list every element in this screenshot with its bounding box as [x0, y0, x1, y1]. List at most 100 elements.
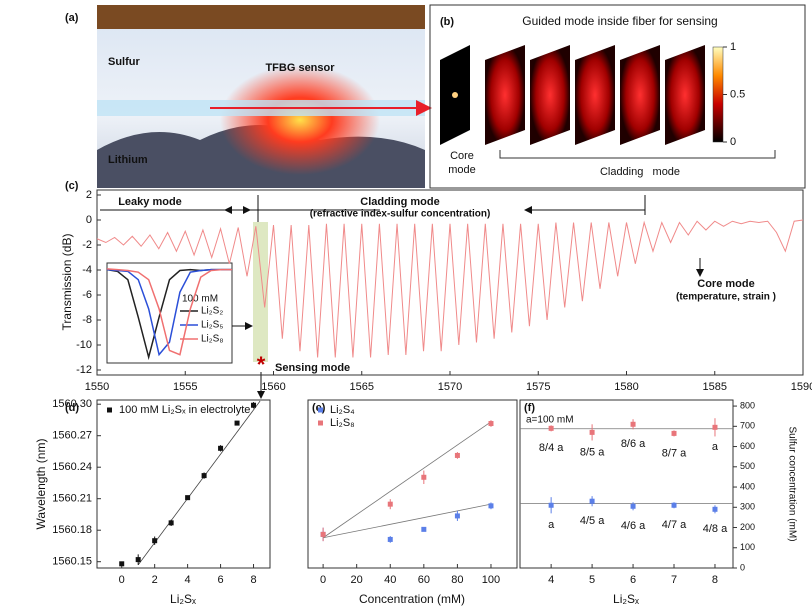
x-tick-label: 1590: [791, 381, 812, 393]
title: Guided mode inside fiber for sensing: [522, 14, 717, 28]
y-tick-label: 1560.24: [52, 461, 92, 473]
point-label: 4/5 a: [580, 515, 605, 527]
x-axis-label: Concentration (mM): [359, 592, 465, 606]
panel-a: Sulfur TFBG sensor Lithium (a): [65, 5, 432, 188]
legend-label: Li₂S₈: [201, 334, 223, 345]
x-axis-label: Li₂Sₓ: [170, 592, 196, 606]
panel-label: (f): [524, 402, 535, 414]
mode-image: [530, 45, 570, 145]
point: [421, 526, 427, 532]
legend-swatch: [318, 420, 323, 426]
y2-tick-label: 100: [740, 542, 755, 552]
y2-axis-label: Sulfur concentration (mM): [786, 426, 797, 541]
x-tick-label: 100: [482, 574, 500, 586]
legend-swatch: [318, 407, 323, 413]
annotation: (refractive index-sulfur concentration): [310, 209, 491, 220]
x-tick-label: 40: [384, 574, 396, 586]
y-tick-label: -8: [82, 314, 92, 326]
point: [387, 501, 393, 507]
x-axis-label: Li₂Sₓ: [613, 592, 639, 606]
legend-title: 100 mM: [182, 294, 218, 305]
point-label: a: [712, 441, 719, 453]
legend-label: Li₂S₅: [201, 320, 223, 331]
point-label: 4/6 a: [621, 520, 646, 532]
point: [421, 474, 427, 480]
colorbar-tick-label: 0.5: [730, 88, 745, 100]
y-tick-label: 1560.21: [52, 493, 92, 505]
x-tick-label: 1575: [526, 381, 550, 393]
legend-label: Li₂S₈: [330, 417, 355, 429]
x-tick-label: 1585: [703, 381, 727, 393]
glow: [220, 65, 380, 175]
annotation: Sensing mode: [275, 362, 350, 374]
point: [135, 557, 141, 563]
inset: 100 mM: [106, 262, 253, 364]
label: TFBG sensor: [265, 62, 335, 74]
y-tick-label: -10: [76, 339, 92, 351]
panel-label: (a): [65, 12, 79, 24]
annotation: (temperature, strain ): [676, 292, 776, 303]
point-label: 8/5 a: [580, 446, 605, 458]
mode-spot: [452, 92, 458, 98]
point: [589, 498, 595, 504]
asterisk: *: [257, 352, 266, 377]
colorbar: [712, 46, 724, 143]
bracket: [499, 150, 776, 159]
point: [152, 538, 158, 544]
point: [488, 503, 494, 509]
y-tick-label: -12: [76, 364, 92, 376]
mode-images: [440, 45, 705, 145]
point-label: 8/4 a: [539, 442, 564, 454]
label: mode: [448, 164, 476, 176]
x-tick-label: 4: [185, 574, 191, 586]
y-tick-label: 1560.30: [52, 398, 92, 410]
point-label: 4/8 a: [703, 523, 728, 535]
x-tick-label: 1580: [614, 381, 638, 393]
point: [320, 531, 326, 537]
y2-tick-label: 0: [740, 562, 745, 572]
point: [630, 421, 636, 427]
y-tick-label: 1560.15: [52, 556, 92, 568]
y-axis-label: Wavelength (nm): [34, 439, 48, 530]
point: [218, 445, 224, 451]
annotation: Leaky mode: [118, 196, 182, 208]
legend-label: 100 mM Li₂Sₓ in electrolyte: [119, 404, 250, 416]
x-tick-label: 6: [630, 574, 636, 586]
legend-label: Li₂S₂: [201, 306, 223, 317]
y2-tick-label: 800: [740, 400, 755, 410]
y2-tick-label: 500: [740, 461, 755, 471]
annotation: Core mode: [697, 278, 754, 290]
panel-label: (c): [65, 180, 79, 192]
point: [712, 506, 718, 512]
inset-line: [106, 268, 232, 356]
point: [201, 473, 207, 479]
point: [548, 502, 554, 508]
x-tick-label: 8: [250, 574, 256, 586]
panel-label: (b): [440, 16, 454, 28]
y-tick-label: 1560.18: [52, 524, 92, 536]
point: [119, 561, 125, 567]
point: [387, 536, 393, 542]
sulfur-layer: [97, 5, 425, 29]
x-tick-label: 20: [351, 574, 363, 586]
x-tick-label: 1555: [173, 381, 197, 393]
point: [454, 513, 460, 519]
x-tick-label: 1560: [261, 381, 285, 393]
point-label: 8/6 a: [621, 438, 646, 450]
colorbar-tick-label: 1: [730, 41, 736, 53]
inset-line: [106, 268, 232, 357]
x-tick-label: 1565: [350, 381, 374, 393]
label: Lithium: [108, 154, 148, 166]
point: [712, 424, 718, 430]
note: a=100 mM: [526, 415, 574, 426]
spectrum: [96, 219, 804, 358]
x-tick-label: 0: [119, 574, 125, 586]
sensing-band: [253, 222, 268, 362]
label: Sulfur: [108, 56, 140, 68]
colorbar-tick-label: 0: [730, 136, 736, 148]
point: [168, 520, 174, 526]
mode-image: [620, 45, 660, 145]
fit-line: [323, 503, 492, 539]
frame: [429, 4, 806, 189]
